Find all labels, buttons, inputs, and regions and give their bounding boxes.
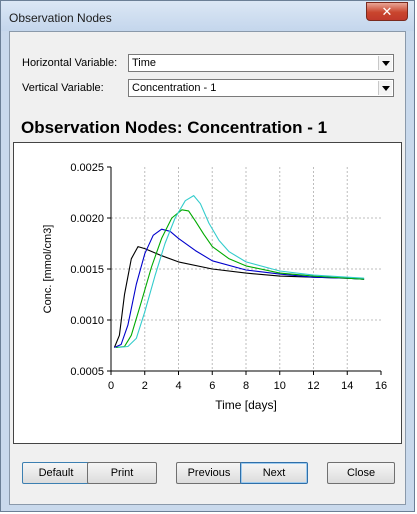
horizontal-variable-label: Horizontal Variable: xyxy=(22,57,118,69)
chevron-down-icon[interactable] xyxy=(378,56,392,70)
close-button[interactable]: Close xyxy=(327,462,395,484)
y-tick-label: 0.0005 xyxy=(70,366,104,378)
x-tick-label: 4 xyxy=(175,380,181,392)
x-tick-label: 14 xyxy=(341,380,353,392)
dialog-client-area: Horizontal Variable: Time Vertical Varia… xyxy=(9,31,406,505)
plot-frame: 0 2 4 6 8 10 12 14 16 0.0005 0.0010 0.0015 0.0020 0.0… xyxy=(13,142,402,444)
chart-title: Observation Nodes: Concentration - 1 xyxy=(21,118,328,137)
x-tick-label: 6 xyxy=(209,380,215,392)
vertical-variable-label: Vertical Variable: xyxy=(22,82,104,94)
x-tick-label: 12 xyxy=(307,380,319,392)
vertical-variable-select[interactable]: Concentration - 1 xyxy=(128,79,394,97)
title-bar: Observation Nodes ✕ xyxy=(1,1,414,31)
y-tick-label: 0.0015 xyxy=(70,264,104,276)
x-tick-label: 2 xyxy=(142,380,148,392)
series-line-2 xyxy=(114,228,365,349)
concentration-chart: 0 2 4 6 8 10 12 14 16 0.0005 0.0010 0.0015 0.0020 0.0… xyxy=(42,162,387,412)
close-window-button[interactable]: ✕ xyxy=(366,2,408,21)
next-button[interactable]: Next xyxy=(240,462,308,484)
y-axis-label: Conc. [mmol/cm3] xyxy=(42,225,54,314)
x-tick-label: 10 xyxy=(274,380,286,392)
window-title: Observation Nodes xyxy=(9,11,112,25)
horizontal-variable-select[interactable]: Time xyxy=(128,54,394,72)
chevron-down-icon[interactable] xyxy=(378,81,392,95)
print-button[interactable]: Print xyxy=(87,462,157,484)
series-line-3 xyxy=(116,209,365,349)
x-tick-label: 0 xyxy=(108,380,114,392)
x-tick-label: 8 xyxy=(243,380,249,392)
close-icon: ✕ xyxy=(381,4,393,19)
horizontal-variable-value: Time xyxy=(132,57,157,69)
y-tick-label: 0.0010 xyxy=(70,315,104,327)
y-tick-label: 0.0025 xyxy=(70,162,104,174)
series-line-4 xyxy=(117,195,365,349)
x-axis-label: Time [days] xyxy=(215,398,277,412)
y-tick-label: 0.0020 xyxy=(70,213,104,225)
vertical-variable-value: Concentration - 1 xyxy=(132,82,217,94)
series-line-1 xyxy=(113,246,365,348)
default-button[interactable]: Default xyxy=(22,462,90,484)
previous-button[interactable]: Previous xyxy=(176,462,242,484)
x-tick-label: 16 xyxy=(375,380,387,392)
